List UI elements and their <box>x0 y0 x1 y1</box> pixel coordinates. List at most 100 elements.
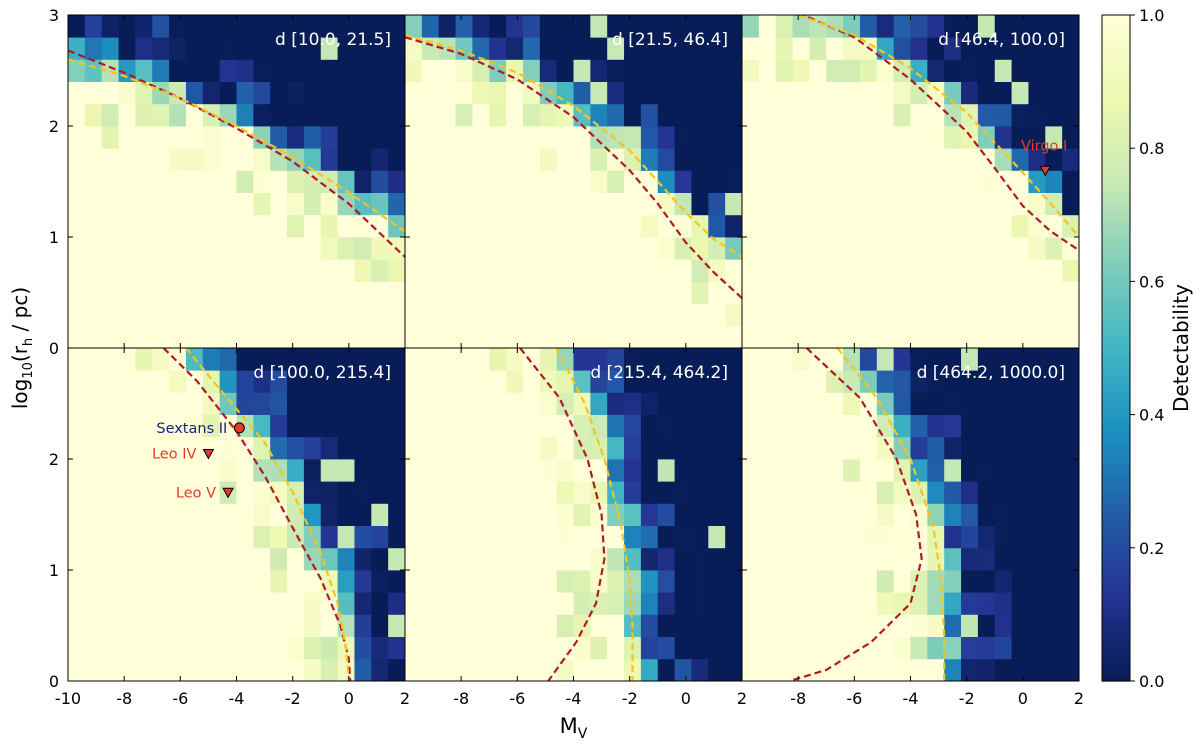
colorbar-segment <box>1102 414 1130 421</box>
x-tick-label: -10 <box>55 689 81 708</box>
heatmap-cell <box>624 481 642 504</box>
heatmap-cell <box>287 192 305 216</box>
heatmap-cell <box>219 658 237 681</box>
heatmap-cell <box>758 414 777 438</box>
heatmap-cell <box>320 126 338 149</box>
heatmap-cell <box>236 592 254 615</box>
heatmap-cell <box>270 303 288 327</box>
heatmap-cell <box>876 103 895 127</box>
colorbar-segment <box>1102 525 1130 532</box>
heatmap-cell <box>337 370 355 393</box>
heatmap-cell <box>522 170 541 193</box>
yellow-dashed-curve <box>68 58 405 233</box>
heatmap-cell <box>118 214 136 238</box>
heatmap-cell <box>287 414 305 438</box>
heatmap-cell <box>202 15 221 38</box>
heatmap-cell <box>506 192 524 216</box>
heatmap-cell <box>185 614 204 637</box>
heatmap-cell <box>135 303 153 327</box>
heatmap-cell <box>573 592 591 615</box>
colorbar-segment <box>1102 608 1130 615</box>
heatmap-cell <box>472 414 490 438</box>
heatmap-cell <box>876 503 895 526</box>
heatmap-cell <box>1045 192 1063 216</box>
heatmap-cell <box>506 126 524 149</box>
heatmap-cell <box>270 259 288 282</box>
heatmap-cell <box>640 325 659 348</box>
heatmap-cell <box>843 214 861 238</box>
heatmap-cell <box>438 259 456 282</box>
heatmap-cell <box>792 658 810 681</box>
heatmap-cell <box>455 103 473 127</box>
heatmap-cell <box>876 481 895 504</box>
heatmap-cell <box>640 103 659 127</box>
heatmap-cell <box>758 325 777 348</box>
heatmap-cell <box>506 81 524 105</box>
heatmap-cell <box>775 281 793 304</box>
heatmap-cell <box>859 592 878 615</box>
heatmap-cell <box>472 459 490 482</box>
heatmap-cell <box>657 570 675 593</box>
heatmap-cell <box>624 303 642 327</box>
heatmap-cell <box>994 348 1012 371</box>
colorbar-segment <box>1102 459 1130 466</box>
panels-layer: d [10.0, 21.5] d [21.5, 46.4] d [46.4, 100… <box>68 15 1079 681</box>
colorbar-segment <box>1102 214 1130 221</box>
heatmap-cell <box>236 636 254 660</box>
heatmap-cell <box>590 525 608 549</box>
heatmap-cell <box>640 414 659 438</box>
heatmap-cell <box>303 148 322 171</box>
heatmap-cell <box>388 592 405 615</box>
heatmap-cell <box>135 348 153 371</box>
heatmap-cell <box>893 303 911 327</box>
heatmap-cell <box>489 459 507 482</box>
x-tick-label: 2 <box>1074 689 1084 708</box>
heatmap-cell <box>1062 126 1079 149</box>
heatmap-cell <box>421 547 440 571</box>
colorbar-segment <box>1102 281 1130 288</box>
heatmap-cell <box>994 414 1012 438</box>
heatmap-cell <box>640 15 659 38</box>
heatmap-cell <box>556 436 574 460</box>
heatmap-cell <box>219 281 237 304</box>
heatmap-cell <box>135 592 153 615</box>
heatmap-cell <box>455 59 473 82</box>
heatmap-cell <box>185 636 204 660</box>
heatmap-cell <box>101 525 119 549</box>
heatmap-cell <box>101 547 119 571</box>
heatmap-cell <box>977 237 996 260</box>
heatmap-cell <box>489 436 507 460</box>
heatmap-cell <box>68 547 86 571</box>
colorbar-segment <box>1102 503 1130 510</box>
heatmap-cell <box>371 525 389 549</box>
heatmap-cell <box>455 170 473 193</box>
heatmap-cell <box>185 281 204 304</box>
heatmap-cell <box>893 15 911 38</box>
heatmap-cell <box>152 503 170 526</box>
heatmap-cell <box>640 392 659 415</box>
heatmap-cell <box>961 592 979 615</box>
heatmap-cell <box>84 392 103 415</box>
heatmap-cell <box>506 237 524 260</box>
heatmap-cell <box>438 614 456 637</box>
heatmap-cell <box>135 15 153 38</box>
heatmap-cell <box>876 392 895 415</box>
heatmap-cell <box>202 81 221 105</box>
heatmap-cell <box>859 348 878 371</box>
heatmap-cell <box>354 370 372 393</box>
heatmap-cell <box>792 414 810 438</box>
heatmap-cell <box>202 414 221 438</box>
heatmap-cell <box>489 547 507 571</box>
heatmap-cell <box>944 592 962 615</box>
heatmap-cell <box>219 148 237 171</box>
heatmap-cell <box>84 103 103 127</box>
heatmap-cell <box>590 37 608 60</box>
heatmap-cell <box>758 592 777 615</box>
heatmap-cell <box>84 325 103 348</box>
heatmap-cell <box>859 658 878 681</box>
heatmap-cell <box>539 392 558 415</box>
heatmap-cell <box>405 370 423 393</box>
marker-point <box>1039 165 1052 177</box>
